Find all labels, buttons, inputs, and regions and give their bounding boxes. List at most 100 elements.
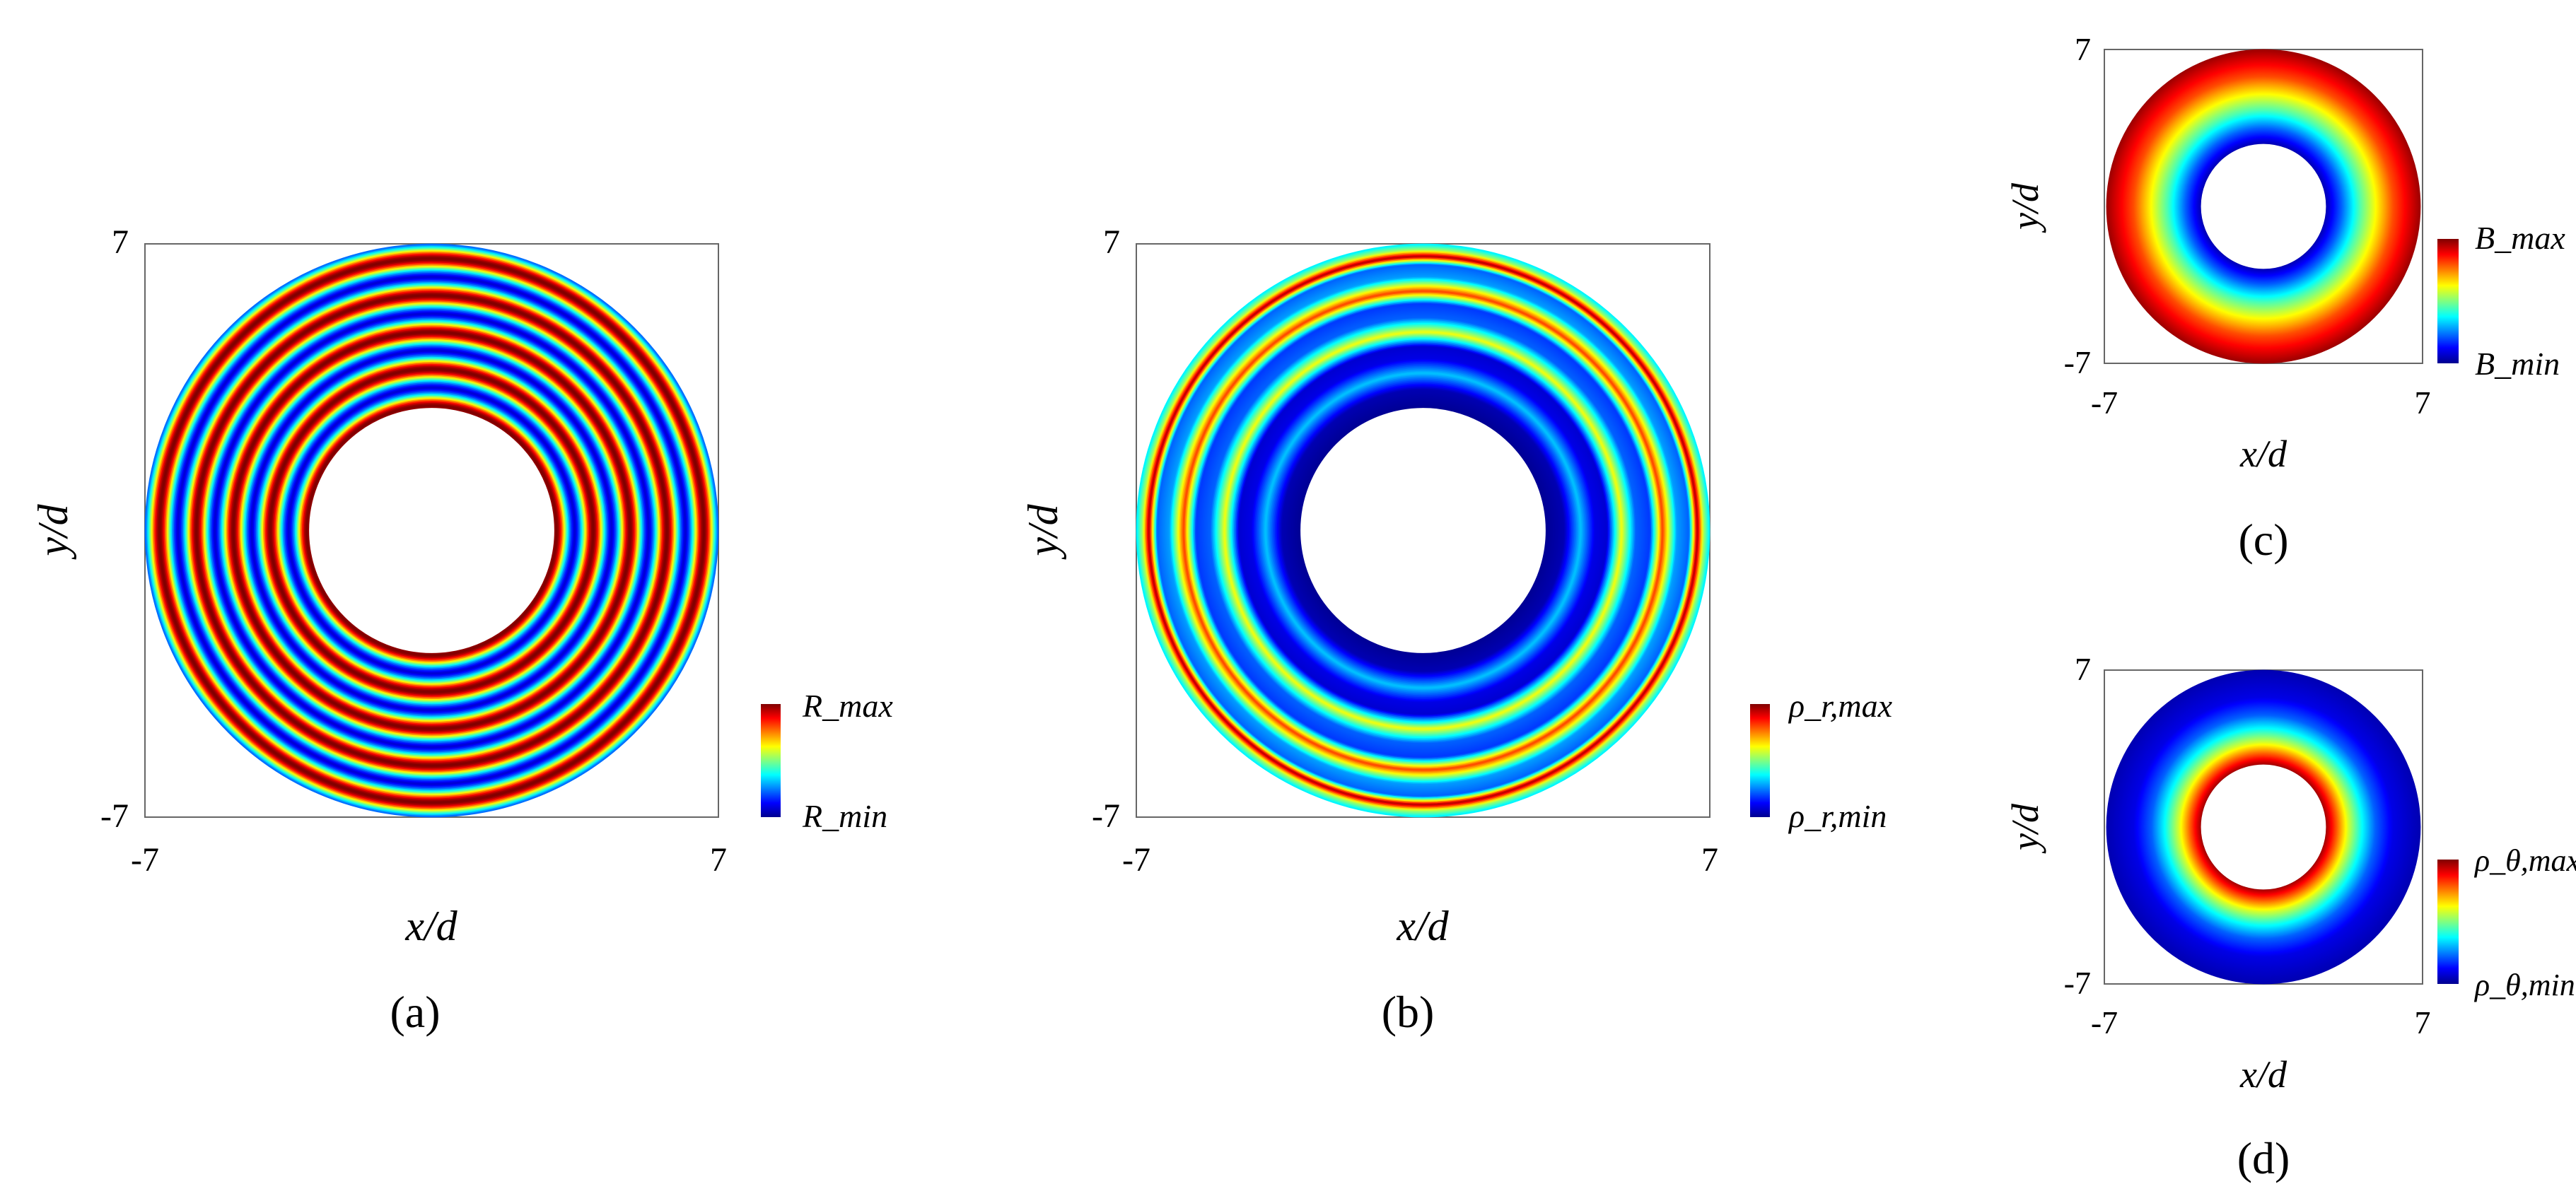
annulus-band — [220, 319, 643, 742]
annulus-band — [2194, 137, 2333, 276]
annulus-band — [2127, 691, 2400, 963]
annulus-band — [204, 303, 660, 758]
annulus-band — [1236, 344, 1610, 717]
annulus-band — [2174, 737, 2353, 917]
annulus-band — [2198, 762, 2329, 892]
panel-b-tick-left: -7 — [1122, 841, 1150, 879]
annulus-band — [192, 291, 671, 770]
annulus-band — [2143, 86, 2384, 327]
annulus-band — [144, 243, 719, 818]
annulus-band — [285, 384, 578, 677]
annulus-band — [2196, 139, 2331, 274]
annulus-band — [2124, 67, 2403, 346]
annulus-band — [168, 266, 696, 795]
annulus-band — [1232, 339, 1614, 722]
annulus-band — [2160, 103, 2367, 310]
panel-c-caption: (c) — [2238, 515, 2288, 565]
panel-d-colorbar-max-label: ρ_θ,max — [2473, 843, 2576, 878]
annulus-band — [290, 389, 573, 672]
annulus-band — [1156, 264, 1690, 797]
annulus-band — [2162, 725, 2365, 929]
annulus-band — [2192, 135, 2335, 278]
panel-c-tick-bottom: -7 — [2064, 344, 2091, 380]
panel-d-colorbar — [2437, 860, 2459, 984]
annulus-band — [1188, 295, 1658, 766]
annulus-band — [1167, 274, 1679, 787]
annulus-band — [1238, 346, 1608, 715]
annulus-band — [1207, 315, 1639, 746]
annulus-band — [1206, 313, 1640, 748]
annulus-band — [302, 401, 561, 660]
annulus-band — [2164, 107, 2362, 305]
annulus-band — [2180, 744, 2347, 910]
annulus-band — [2147, 710, 2380, 944]
annulus-band — [2140, 83, 2387, 330]
annulus-band — [1185, 293, 1661, 768]
annulus-band — [1181, 288, 1665, 773]
annulus-band — [187, 286, 676, 775]
annulus-band — [1254, 362, 1592, 699]
annulus-band — [226, 324, 638, 737]
annulus-band — [2188, 131, 2339, 282]
annulus-band — [1168, 276, 1678, 785]
annulus-band — [162, 261, 701, 800]
annulus-band — [186, 285, 677, 776]
annulus-band — [2122, 65, 2405, 348]
annulus-band — [190, 288, 674, 773]
annulus-band — [298, 397, 566, 664]
annulus-band — [1257, 364, 1590, 697]
annulus-band — [1269, 376, 1578, 685]
panel-d-annulus — [2106, 669, 2421, 985]
panel-a-colorbar — [761, 704, 781, 817]
annulus-band — [1270, 377, 1576, 684]
annulus-band — [1136, 243, 1710, 818]
panel-b-tick-top: 7 — [1103, 223, 1120, 261]
panel-d-tick-right: 7 — [2415, 1004, 2431, 1040]
annulus-band — [2178, 741, 2349, 913]
annulus-band — [233, 332, 630, 729]
annulus-band — [2132, 696, 2395, 958]
annulus-band — [2179, 122, 2348, 291]
annulus-band — [2160, 723, 2367, 931]
panel-d-ylabel: y/d — [2004, 803, 2046, 854]
annulus-band — [283, 382, 581, 679]
panel-b-tick-bottom: -7 — [1092, 797, 1120, 835]
annulus-band — [155, 254, 709, 807]
annulus-band — [153, 252, 711, 809]
annulus-band — [2110, 53, 2417, 360]
annulus-band — [163, 262, 701, 799]
annulus-band — [202, 300, 662, 761]
annulus-band — [295, 394, 569, 667]
annulus-band — [2161, 104, 2366, 309]
annulus-band — [1215, 322, 1631, 739]
annulus-band — [231, 329, 633, 732]
annulus-band — [303, 402, 560, 659]
panel-b-ylabel: y/d — [1020, 503, 1066, 560]
annulus-band — [210, 309, 653, 752]
annulus-band — [267, 366, 596, 695]
annulus-band — [2108, 51, 2419, 362]
annulus-band — [1259, 367, 1587, 694]
annulus-band — [2150, 93, 2377, 320]
annulus-band — [2196, 139, 2331, 274]
annulus-band — [2184, 127, 2343, 286]
annulus-band — [2193, 757, 2333, 897]
panel-d: 7 -7 -7 7 x/d y/d ρ_θ,max ρ_θ,min (d) — [2004, 651, 2576, 1183]
annulus-band — [2146, 89, 2381, 324]
annulus-band — [2116, 59, 2411, 354]
annulus-band — [1234, 341, 1612, 720]
annulus-band — [2157, 720, 2370, 934]
annulus-band — [2111, 675, 2415, 979]
annulus-band — [292, 391, 571, 670]
annulus-band — [2144, 87, 2383, 326]
annulus-band — [2119, 61, 2408, 351]
annulus-band — [2134, 77, 2393, 336]
annulus-band — [1154, 262, 1692, 799]
annulus-band — [179, 278, 684, 783]
annulus-band — [2129, 693, 2398, 961]
annulus-band — [1293, 401, 1553, 660]
annulus-band — [236, 335, 627, 726]
annulus-band — [1149, 257, 1697, 804]
annulus-band — [1176, 283, 1670, 778]
annulus-band — [2133, 76, 2394, 337]
